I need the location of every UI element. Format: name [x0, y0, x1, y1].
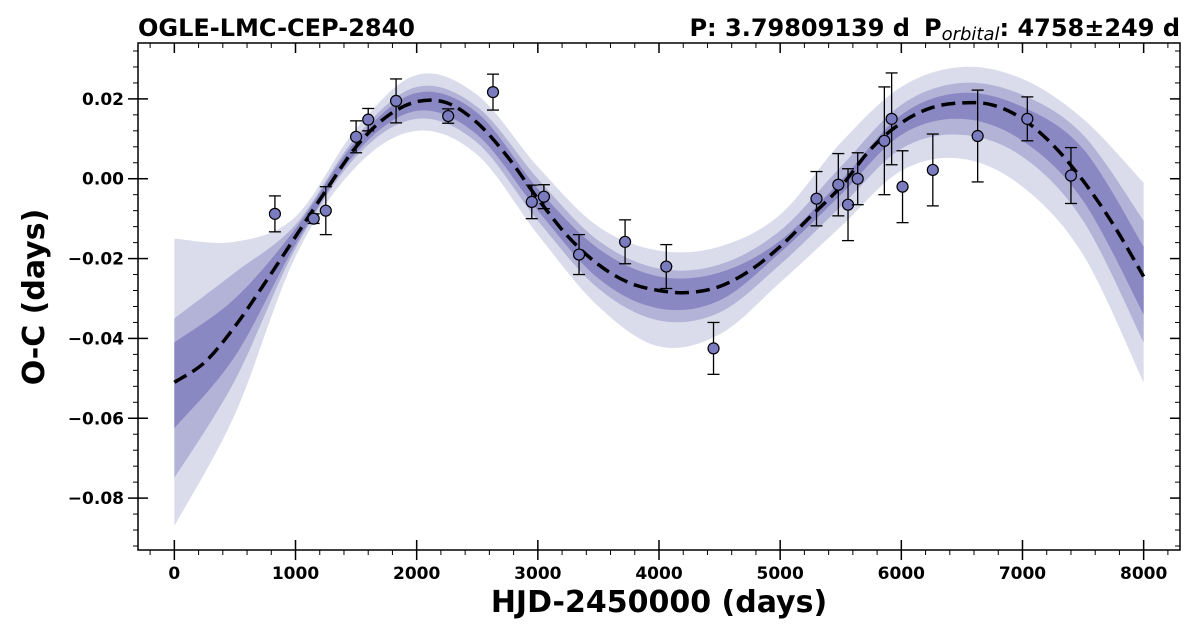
- data-point-marker: [618, 235, 632, 248]
- period-value: 3.79809139 d: [725, 14, 910, 42]
- data-point: [307, 212, 320, 225]
- x-tick-label: 3000: [514, 564, 561, 584]
- data-point-marker: [971, 129, 984, 143]
- data-point-marker: [1064, 169, 1078, 182]
- data-point-marker: [537, 190, 550, 203]
- x-tick-label: 8000: [1120, 564, 1167, 584]
- orbital-subscript: orbital: [942, 24, 1000, 45]
- x-tick-label: 0: [168, 564, 180, 584]
- period-label: P:: [689, 14, 725, 42]
- data-point: [971, 89, 984, 183]
- data-point-marker: [878, 134, 891, 147]
- data-point-marker: [349, 130, 363, 143]
- data-point: [851, 152, 864, 206]
- data-point: [442, 108, 455, 124]
- data-point-marker: [707, 342, 720, 355]
- plot-area: [173, 66, 1146, 527]
- data-point-marker: [486, 86, 500, 99]
- data-point: [1021, 96, 1034, 142]
- data-point-marker: [572, 248, 586, 261]
- model-curve: [173, 98, 1146, 384]
- data-point: [525, 184, 538, 220]
- data-point: [319, 186, 332, 236]
- orbital-period-label: P: [924, 14, 942, 42]
- data-point-marker: [319, 204, 332, 217]
- data-point-marker: [362, 113, 375, 126]
- chart-title-left: OGLE-LMC-CEP-2840: [138, 14, 415, 42]
- y-axis-label: O-C (days): [17, 209, 52, 386]
- x-tick-label: 1000: [272, 564, 319, 584]
- data-point-marker: [660, 260, 673, 273]
- data-point-marker: [307, 212, 320, 225]
- data-point: [660, 243, 673, 290]
- data-point: [1064, 146, 1078, 205]
- y-tick-label: 0.00: [82, 170, 124, 190]
- x-tick-label: 2000: [393, 564, 440, 584]
- data-point: [486, 73, 500, 111]
- data-point-marker: [1021, 112, 1034, 125]
- data-point: [810, 170, 823, 227]
- y-tick-label: −0.02: [68, 250, 124, 270]
- x-axis-label: HJD-2450000 (days): [491, 585, 827, 620]
- data-point-marker: [926, 163, 939, 177]
- data-point-marker: [851, 172, 864, 185]
- orbital-period-value: : 4758±249 d: [1000, 14, 1181, 42]
- data-point: [926, 133, 939, 207]
- data-point-marker: [268, 207, 282, 220]
- data-point-marker: [832, 178, 845, 191]
- data-point-marker: [525, 195, 538, 208]
- data-point: [832, 152, 845, 217]
- y-tick-label: −0.04: [68, 329, 124, 349]
- data-point: [707, 321, 720, 375]
- data-point-marker: [896, 180, 909, 193]
- data-point-marker: [442, 109, 455, 123]
- data-point: [841, 168, 855, 242]
- confidence-band-inner: [174, 91, 1144, 429]
- data-point: [885, 72, 898, 166]
- data-point: [618, 219, 632, 265]
- data-point: [572, 233, 586, 276]
- data-point: [362, 107, 375, 132]
- y-tick-label: −0.08: [68, 489, 124, 509]
- axis-ticks: 0 1000 2000 3000 4000 5000 6000 7000 8000 −0.08 −0…: [68, 43, 1180, 584]
- x-tick-label: 7000: [999, 564, 1046, 584]
- data-point: [389, 78, 403, 124]
- x-tick-label: 6000: [878, 564, 925, 584]
- data-point: [349, 120, 363, 154]
- data-point-marker: [389, 94, 403, 107]
- data-point: [896, 150, 909, 224]
- chart-title-right: P: 3.79809139 d Porbital: 4758±249 d: [689, 14, 1180, 45]
- data-point: [268, 195, 282, 233]
- y-tick-label: 0.02: [82, 90, 124, 110]
- data-point-marker: [885, 112, 898, 125]
- y-tick-label: −0.06: [68, 409, 124, 429]
- data-point-marker: [810, 192, 823, 205]
- data-point: [878, 86, 891, 196]
- x-tick-label: 5000: [756, 564, 803, 584]
- x-tick-label: 4000: [635, 564, 682, 584]
- data-point: [537, 184, 550, 210]
